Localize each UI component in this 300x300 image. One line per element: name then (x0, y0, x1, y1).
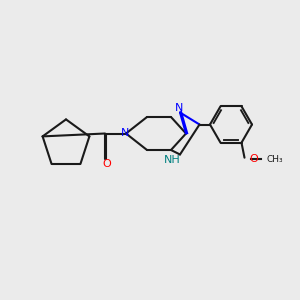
Text: O: O (250, 154, 259, 164)
Text: N: N (175, 103, 184, 113)
Text: O: O (102, 159, 111, 170)
Text: CH₃: CH₃ (266, 155, 283, 164)
Text: N: N (121, 128, 130, 138)
Text: NH: NH (164, 155, 181, 165)
